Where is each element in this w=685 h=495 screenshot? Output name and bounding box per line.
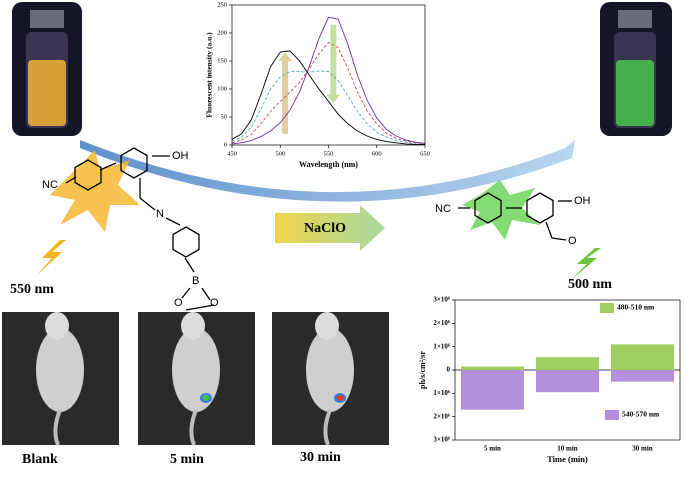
x-tick-label: 30 min [632,445,653,453]
plot-frame [231,4,426,146]
ring [526,192,554,224]
bond [551,237,567,241]
y-tick-label: 250 [217,1,227,8]
panel-label: 30 min [300,450,341,465]
transition-arrow [80,140,575,202]
signal [336,395,344,401]
x-tick-label: 5 min [484,445,501,453]
bond [99,162,117,171]
atom: B [192,275,199,287]
signal [202,395,210,401]
reagent: NaClO [304,221,346,236]
bar [536,357,599,370]
series-line [231,70,425,145]
increase-arrow [278,52,293,134]
ring [74,159,102,191]
mouse-body [306,328,354,412]
bar [611,344,674,370]
ring [172,226,200,258]
y-tick-label: 50 [221,113,228,120]
imaging-panels [2,312,389,446]
y-axis-title: Fluorescent intensity (a.u.) [205,32,214,118]
bond [65,176,77,184]
bond [181,287,191,299]
mouse-head [181,312,205,340]
emission-label: 500 nm [568,277,612,292]
y-tick-label: 2×10⁶ [433,319,450,327]
x-tick-label: 500 [275,150,285,157]
excitation-label: 550 nm [10,282,54,297]
y-tick-label: 2×10⁶ [433,412,450,420]
y-tick-label: 150 [217,57,227,64]
mouse-head [315,312,339,340]
bar [461,366,524,370]
y-tick-label: 3×10⁶ [433,296,450,304]
excitation-icon [36,240,66,276]
atom: O [568,235,577,247]
plot-frame [454,299,681,441]
bond [139,197,156,211]
bar [461,370,524,410]
mouse-tail [189,409,198,446]
chart-background [232,5,425,145]
reaction-arrow [275,205,385,251]
legend-swatch [600,303,614,313]
x-tick-label: 450 [227,150,237,157]
atom: OH [574,195,591,207]
atom: O [174,297,183,309]
mouse-tail [323,409,332,446]
emission-icon [571,248,601,280]
panel-label: Blank [22,452,58,467]
emission-burst [50,150,140,232]
panel-label: 5 min [170,452,204,467]
y-tick-label: 1×10⁶ [433,342,450,350]
atom: NC [435,203,451,215]
mouse-body [172,328,220,412]
y-tick-label: 100 [217,85,227,92]
molecule-product: NC OH O [435,192,591,247]
decrease-arrow [326,24,341,104]
bond [185,304,215,311]
bond [165,217,181,226]
series-line [231,16,426,145]
mouse-body [36,328,84,412]
bond [201,287,211,301]
legend-label: 480-510 nm [617,303,655,312]
x-tick-label: 600 [372,150,382,157]
atom: N [156,208,164,220]
mouse-head [45,312,69,340]
bond [545,221,553,239]
series-line [231,50,425,145]
atom: OH [172,150,189,162]
x-tick-label: 650 [420,150,430,157]
x-tick-label: 10 min [557,445,578,453]
x-axis-title: Time (min) [547,454,588,464]
legend-swatch [605,410,619,420]
legend-label: 540-570 nm [622,410,660,419]
y-tick-label: 0 [224,141,227,148]
vial-left [12,2,82,136]
x-axis-title: Wavelength (nm) [299,160,358,169]
series-line [231,41,426,145]
molecule-probe: NC OH N B O O [42,147,219,311]
bond [184,257,195,273]
y-tick-label: 1×10⁶ [433,389,450,397]
vial-right [600,2,672,136]
y-tick-label: 0 [447,366,451,374]
y-tick-label: 3×10⁶ [433,436,450,444]
y-tick-label: 200 [217,29,227,36]
ring [120,147,148,179]
x-tick-label: 550 [324,150,334,157]
atom: NC [42,179,58,191]
atom: O [210,297,219,309]
ring [474,192,502,224]
bar [536,370,599,393]
bar [611,370,674,382]
y-axis-title: ph/s/cm²/sr [418,351,427,389]
mouse-tail [53,409,62,446]
